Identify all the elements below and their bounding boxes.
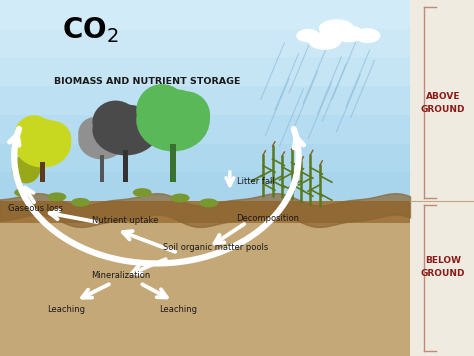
Ellipse shape xyxy=(78,120,126,159)
Ellipse shape xyxy=(163,91,210,140)
Bar xyxy=(100,155,104,182)
Ellipse shape xyxy=(296,29,320,42)
Ellipse shape xyxy=(319,19,354,38)
Ellipse shape xyxy=(14,188,33,197)
Text: Leaching: Leaching xyxy=(47,305,85,314)
Ellipse shape xyxy=(354,28,380,43)
Ellipse shape xyxy=(92,101,139,144)
Bar xyxy=(0,201,410,222)
Bar xyxy=(0,115,410,144)
Text: Litter fall: Litter fall xyxy=(237,177,275,186)
Ellipse shape xyxy=(14,115,54,156)
Text: BELOW
GROUND: BELOW GROUND xyxy=(421,256,465,278)
Bar xyxy=(410,0,474,356)
Text: Leaching: Leaching xyxy=(159,305,197,314)
Ellipse shape xyxy=(116,106,159,146)
Text: Nutrient uptake: Nutrient uptake xyxy=(92,216,159,225)
Text: Soil organic matter pools: Soil organic matter pools xyxy=(163,243,268,252)
Text: BIOMASS AND NUTRIENT STORAGE: BIOMASS AND NUTRIENT STORAGE xyxy=(54,77,240,87)
Bar xyxy=(170,144,176,182)
Ellipse shape xyxy=(136,89,210,151)
Text: Decomposition: Decomposition xyxy=(237,214,299,224)
Ellipse shape xyxy=(333,25,364,42)
Ellipse shape xyxy=(14,119,71,168)
Text: Mineralization: Mineralization xyxy=(91,271,151,281)
Ellipse shape xyxy=(35,121,72,158)
Bar xyxy=(0,0,410,29)
Bar xyxy=(0,172,410,201)
Bar xyxy=(0,57,410,86)
Ellipse shape xyxy=(78,117,111,150)
Bar xyxy=(0,201,410,356)
Ellipse shape xyxy=(12,155,40,183)
Ellipse shape xyxy=(133,188,152,197)
Ellipse shape xyxy=(308,32,341,50)
Ellipse shape xyxy=(47,192,66,201)
Ellipse shape xyxy=(171,194,190,203)
Ellipse shape xyxy=(136,84,188,137)
Text: Gaseous loss: Gaseous loss xyxy=(8,204,63,213)
Ellipse shape xyxy=(71,198,90,207)
Bar xyxy=(0,29,410,57)
Bar xyxy=(123,150,128,182)
Bar xyxy=(40,162,45,182)
Ellipse shape xyxy=(95,122,126,152)
Bar xyxy=(0,86,410,115)
Text: CO$_2$: CO$_2$ xyxy=(62,15,118,45)
Bar xyxy=(0,144,410,172)
Ellipse shape xyxy=(199,198,218,207)
Text: ABOVE
GROUND: ABOVE GROUND xyxy=(421,93,465,114)
Ellipse shape xyxy=(92,105,159,155)
